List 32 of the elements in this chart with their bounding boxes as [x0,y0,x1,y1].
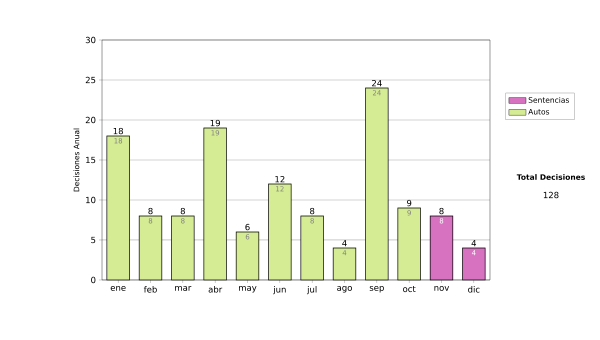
x-tick-label: oct [403,286,416,292]
y-tick-label: 15 [86,156,96,164]
total-label: 9 [406,200,412,206]
total-label: 6 [245,224,250,230]
y-tick-label: 25 [86,76,96,84]
total-label: 8 [310,208,314,214]
total-label: 12 [275,176,284,182]
total-label: 24 [372,80,382,86]
total-label: 4 [342,240,347,246]
x-tick-label: ene [110,286,126,291]
y-tick-label: 20 [86,116,96,124]
total-label: 8 [180,208,185,214]
x-tick-label: sep [370,286,384,293]
x-tick-label: ago [337,286,352,293]
x-tick-label: jun [273,286,286,294]
x-tick-label: nov [434,286,450,291]
y-tick-label: 10 [86,196,96,204]
x-tick-label: feb [144,286,157,293]
y-tick-label: 30 [86,36,96,44]
total-label: 4 [472,240,476,246]
total-label: 8 [148,208,153,214]
text: 128 [544,192,559,198]
y-tick-label: 0 [91,276,96,284]
x-tick-label: mar [175,286,192,291]
y-tick-label: 5 [91,236,96,244]
x-tick-label: may [239,286,257,293]
x-tick-label: abr [208,286,222,293]
x-tick-label: jul [306,286,316,294]
x-tick-label: dic [468,286,480,293]
total-label: 18 [114,128,124,134]
total-label: 8 [439,208,444,214]
total-label: 19 [210,120,220,126]
